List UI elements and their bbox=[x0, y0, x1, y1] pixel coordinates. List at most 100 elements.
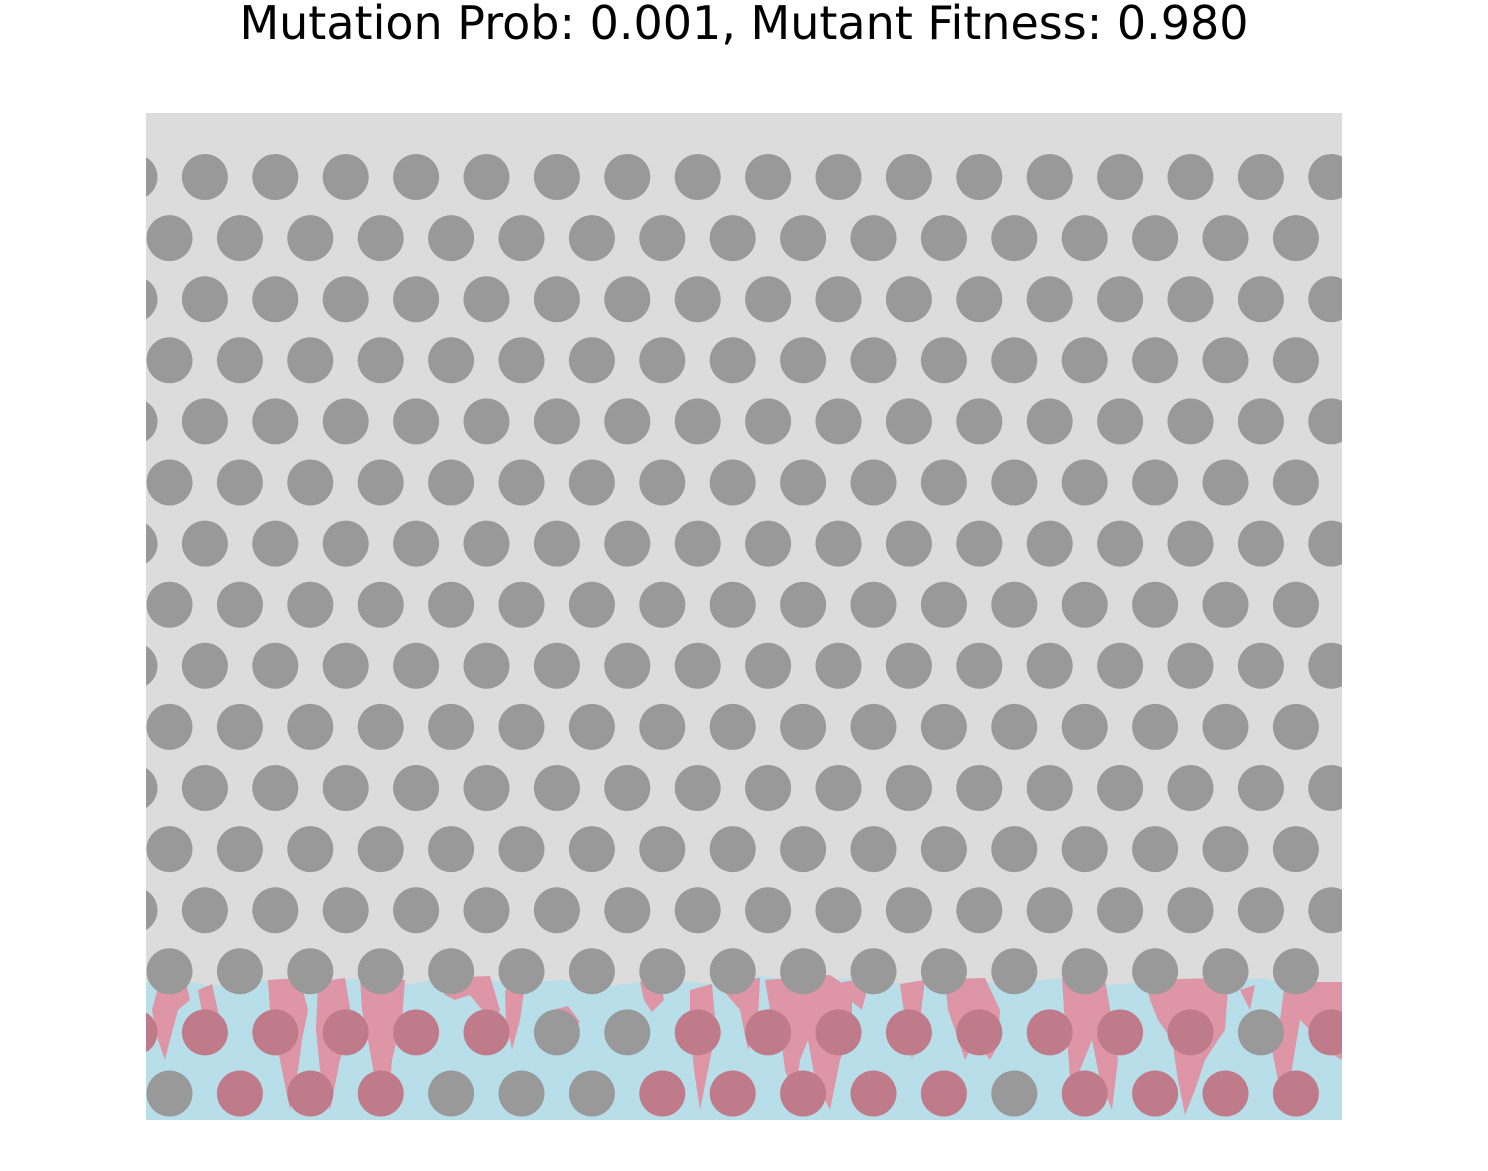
obstacle bbox=[1132, 215, 1179, 262]
obstacle bbox=[604, 520, 651, 567]
obstacle bbox=[1272, 215, 1319, 262]
obstacle bbox=[533, 520, 580, 567]
obstacle bbox=[568, 215, 615, 262]
obstacle bbox=[146, 948, 193, 995]
obstacle bbox=[393, 520, 440, 567]
obstacle bbox=[991, 1070, 1038, 1117]
obstacle bbox=[357, 581, 404, 628]
obstacle bbox=[920, 826, 967, 873]
obstacle bbox=[1202, 826, 1249, 873]
obstacle bbox=[674, 1009, 721, 1056]
obstacle bbox=[674, 398, 721, 445]
obstacle bbox=[885, 765, 932, 811]
obstacle bbox=[1097, 642, 1144, 689]
obstacle bbox=[920, 459, 967, 506]
obstacle bbox=[1132, 1070, 1179, 1117]
obstacle bbox=[709, 337, 756, 384]
obstacle bbox=[745, 887, 792, 934]
obstacle bbox=[709, 215, 756, 262]
obstacle bbox=[1132, 948, 1179, 995]
obstacle bbox=[181, 276, 228, 323]
obstacle bbox=[639, 337, 686, 384]
obstacle bbox=[1167, 398, 1214, 445]
obstacle bbox=[956, 276, 1003, 323]
obstacle bbox=[920, 337, 967, 384]
obstacle bbox=[287, 703, 334, 750]
obstacle bbox=[1097, 765, 1144, 811]
obstacle bbox=[463, 398, 510, 445]
obstacle bbox=[1202, 703, 1249, 750]
obstacle bbox=[287, 215, 334, 262]
obstacle bbox=[639, 215, 686, 262]
obstacle bbox=[639, 948, 686, 995]
obstacle bbox=[357, 459, 404, 506]
obstacle bbox=[920, 1070, 967, 1117]
obstacle bbox=[1061, 581, 1108, 628]
obstacle bbox=[1237, 1009, 1284, 1056]
obstacle bbox=[885, 398, 932, 445]
obstacle bbox=[287, 337, 334, 384]
obstacle bbox=[1097, 154, 1144, 200]
obstacle bbox=[1272, 1070, 1319, 1117]
obstacle bbox=[463, 765, 510, 811]
obstacle bbox=[1308, 642, 1342, 689]
obstacle bbox=[357, 215, 404, 262]
obstacle bbox=[639, 703, 686, 750]
obstacle bbox=[956, 1009, 1003, 1056]
obstacle bbox=[1097, 398, 1144, 445]
obstacle bbox=[498, 459, 545, 506]
obstacle bbox=[498, 1070, 545, 1117]
obstacle bbox=[674, 887, 721, 934]
obstacle bbox=[1061, 337, 1108, 384]
obstacle bbox=[1202, 1070, 1249, 1117]
obstacle bbox=[1308, 520, 1342, 567]
obstacle bbox=[815, 887, 862, 934]
obstacle bbox=[604, 276, 651, 323]
obstacle bbox=[146, 157, 158, 197]
obstacle bbox=[252, 520, 299, 567]
obstacle bbox=[181, 398, 228, 445]
obstacle bbox=[322, 1009, 369, 1056]
obstacle bbox=[885, 154, 932, 200]
obstacle bbox=[322, 276, 369, 323]
obstacle bbox=[604, 642, 651, 689]
obstacle bbox=[1026, 642, 1073, 689]
obstacle bbox=[1026, 887, 1073, 934]
obstacle bbox=[428, 581, 475, 628]
obstacle bbox=[745, 765, 792, 811]
obstacle bbox=[885, 887, 932, 934]
obstacle bbox=[815, 642, 862, 689]
obstacle bbox=[533, 398, 580, 445]
obstacle bbox=[393, 765, 440, 811]
obstacle bbox=[1132, 581, 1179, 628]
obstacle bbox=[991, 703, 1038, 750]
obstacle bbox=[1202, 215, 1249, 262]
obstacle bbox=[815, 765, 862, 811]
obstacle bbox=[956, 642, 1003, 689]
obstacle bbox=[850, 826, 897, 873]
obstacle bbox=[287, 948, 334, 995]
obstacle bbox=[1061, 215, 1108, 262]
obstacle bbox=[850, 1070, 897, 1117]
obstacle bbox=[604, 154, 651, 200]
obstacle bbox=[357, 826, 404, 873]
obstacle bbox=[322, 642, 369, 689]
obstacle bbox=[1167, 887, 1214, 934]
plot-title: Mutation Prob: 0.001, Mutant Fitness: 0.… bbox=[239, 0, 1249, 50]
obstacle bbox=[252, 642, 299, 689]
obstacle bbox=[252, 398, 299, 445]
obstacle bbox=[1132, 703, 1179, 750]
obstacle bbox=[1061, 948, 1108, 995]
obstacle bbox=[1026, 1009, 1073, 1056]
obstacle bbox=[498, 948, 545, 995]
obstacle bbox=[533, 642, 580, 689]
obstacle bbox=[1308, 1009, 1342, 1056]
obstacle bbox=[1202, 459, 1249, 506]
obstacle bbox=[991, 581, 1038, 628]
obstacle bbox=[1097, 276, 1144, 323]
obstacle bbox=[709, 703, 756, 750]
obstacle bbox=[393, 1009, 440, 1056]
obstacle bbox=[498, 826, 545, 873]
obstacle bbox=[1237, 642, 1284, 689]
obstacle bbox=[428, 1070, 475, 1117]
